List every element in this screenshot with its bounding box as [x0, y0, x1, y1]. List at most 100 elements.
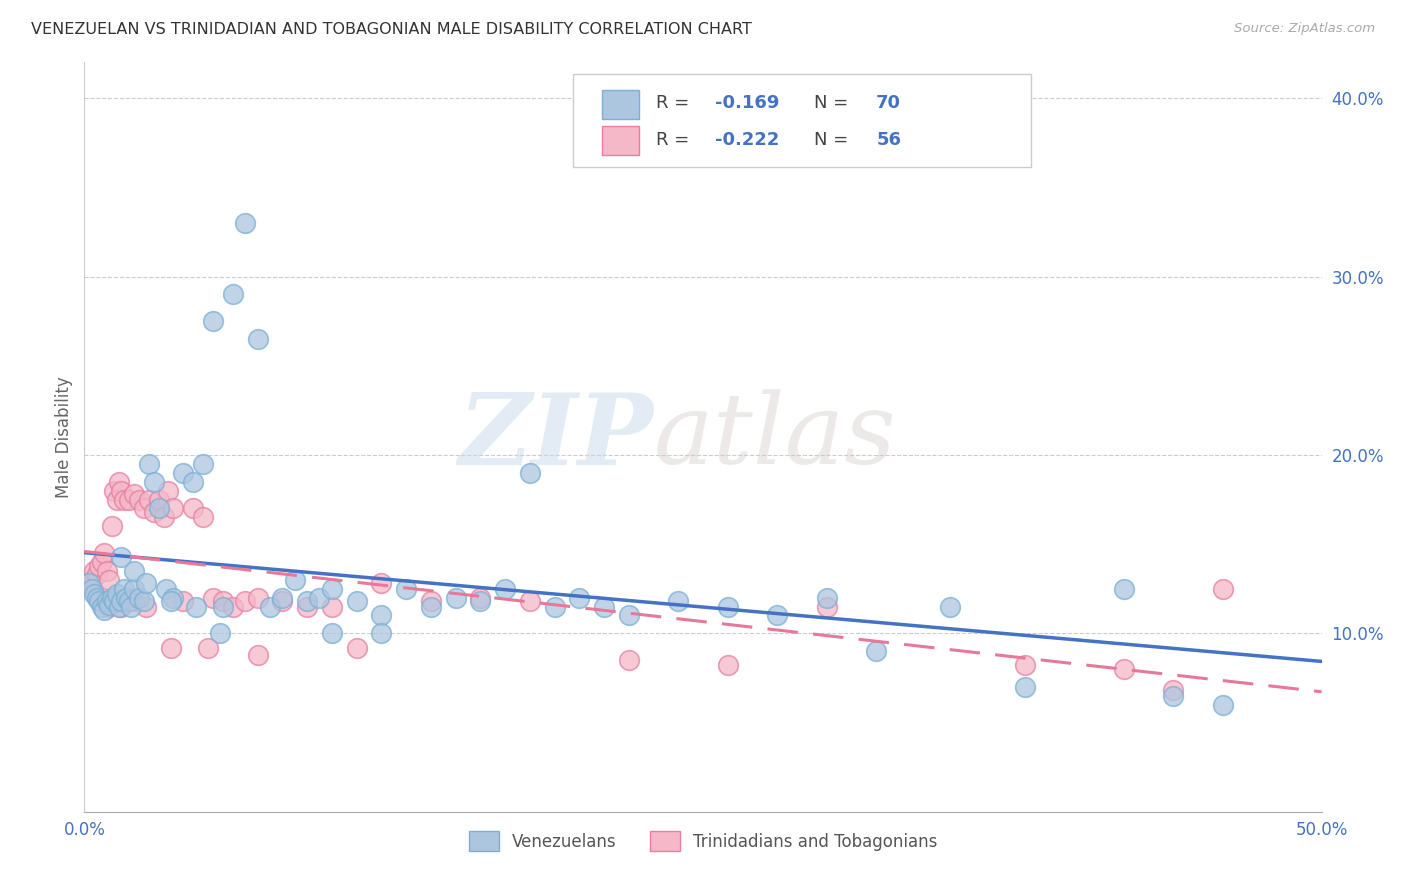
Point — [162, 501, 184, 516]
Point — [118, 492, 141, 507]
Point — [80, 582, 103, 596]
Text: 70: 70 — [876, 94, 901, 112]
Point — [419, 594, 441, 608]
Point — [105, 587, 128, 601]
Point — [191, 457, 214, 471]
Point — [98, 573, 121, 587]
Point — [617, 608, 640, 623]
Point — [191, 510, 214, 524]
Point — [568, 591, 591, 605]
Text: atlas: atlas — [654, 390, 896, 484]
Text: Source: ZipAtlas.com: Source: ZipAtlas.com — [1234, 22, 1375, 36]
Point — [103, 594, 125, 608]
Point — [110, 483, 132, 498]
Point — [162, 591, 184, 605]
Point — [321, 582, 343, 596]
Point — [100, 519, 122, 533]
Point — [122, 487, 145, 501]
Point — [89, 594, 111, 608]
Point — [470, 594, 492, 608]
Text: N =: N = — [814, 131, 855, 149]
Point — [233, 594, 256, 608]
Point — [100, 591, 122, 605]
Point — [83, 587, 105, 601]
Point — [395, 582, 418, 596]
Point — [370, 626, 392, 640]
Point — [284, 573, 307, 587]
Point — [115, 591, 138, 605]
FancyBboxPatch shape — [602, 90, 638, 119]
FancyBboxPatch shape — [574, 74, 1031, 168]
Point — [142, 475, 165, 489]
Point — [202, 591, 225, 605]
Point — [717, 658, 740, 673]
Point — [103, 483, 125, 498]
Point — [172, 466, 194, 480]
Text: ZIP: ZIP — [458, 389, 654, 485]
Point — [246, 591, 269, 605]
Point — [181, 475, 204, 489]
Point — [93, 546, 115, 560]
Text: -0.222: -0.222 — [716, 131, 780, 149]
Point — [346, 640, 368, 655]
Point — [184, 599, 207, 614]
Point — [246, 332, 269, 346]
Point — [1212, 698, 1234, 712]
Point — [295, 599, 318, 614]
Point — [271, 594, 294, 608]
Point — [470, 591, 492, 605]
Point — [1014, 680, 1036, 694]
Point — [93, 594, 115, 608]
Point — [128, 591, 150, 605]
Point — [370, 608, 392, 623]
Point — [152, 510, 174, 524]
Point — [308, 591, 330, 605]
Point — [108, 599, 131, 614]
Point — [96, 564, 118, 578]
Point — [86, 591, 108, 605]
Point — [138, 492, 160, 507]
Point — [90, 599, 112, 614]
Point — [148, 501, 170, 516]
Point — [212, 599, 235, 614]
Point — [118, 594, 141, 608]
Point — [160, 594, 183, 608]
Point — [108, 475, 131, 489]
Point — [128, 492, 150, 507]
Point — [122, 564, 145, 578]
Point — [90, 555, 112, 569]
Point — [815, 599, 838, 614]
Point — [160, 640, 183, 655]
Point — [666, 594, 689, 608]
Point — [222, 599, 245, 614]
Point — [112, 492, 135, 507]
Point — [79, 576, 101, 591]
Point — [419, 599, 441, 614]
Point — [132, 501, 155, 516]
Point — [815, 591, 838, 605]
Point — [202, 314, 225, 328]
Point — [79, 576, 101, 591]
Point — [122, 582, 145, 596]
Point — [105, 492, 128, 507]
Point — [142, 505, 165, 519]
Point — [543, 599, 565, 614]
Point — [593, 599, 616, 614]
Point — [233, 216, 256, 230]
Point — [135, 576, 157, 591]
Point — [766, 608, 789, 623]
Point — [83, 564, 105, 578]
Point — [148, 492, 170, 507]
Point — [1112, 662, 1135, 676]
Point — [246, 648, 269, 662]
Point — [259, 599, 281, 614]
Point — [717, 599, 740, 614]
Point — [1212, 582, 1234, 596]
Point — [346, 594, 368, 608]
Point — [197, 640, 219, 655]
Point — [132, 594, 155, 608]
Text: R =: R = — [657, 94, 695, 112]
Point — [110, 599, 132, 614]
Point — [370, 576, 392, 591]
Point — [321, 599, 343, 614]
